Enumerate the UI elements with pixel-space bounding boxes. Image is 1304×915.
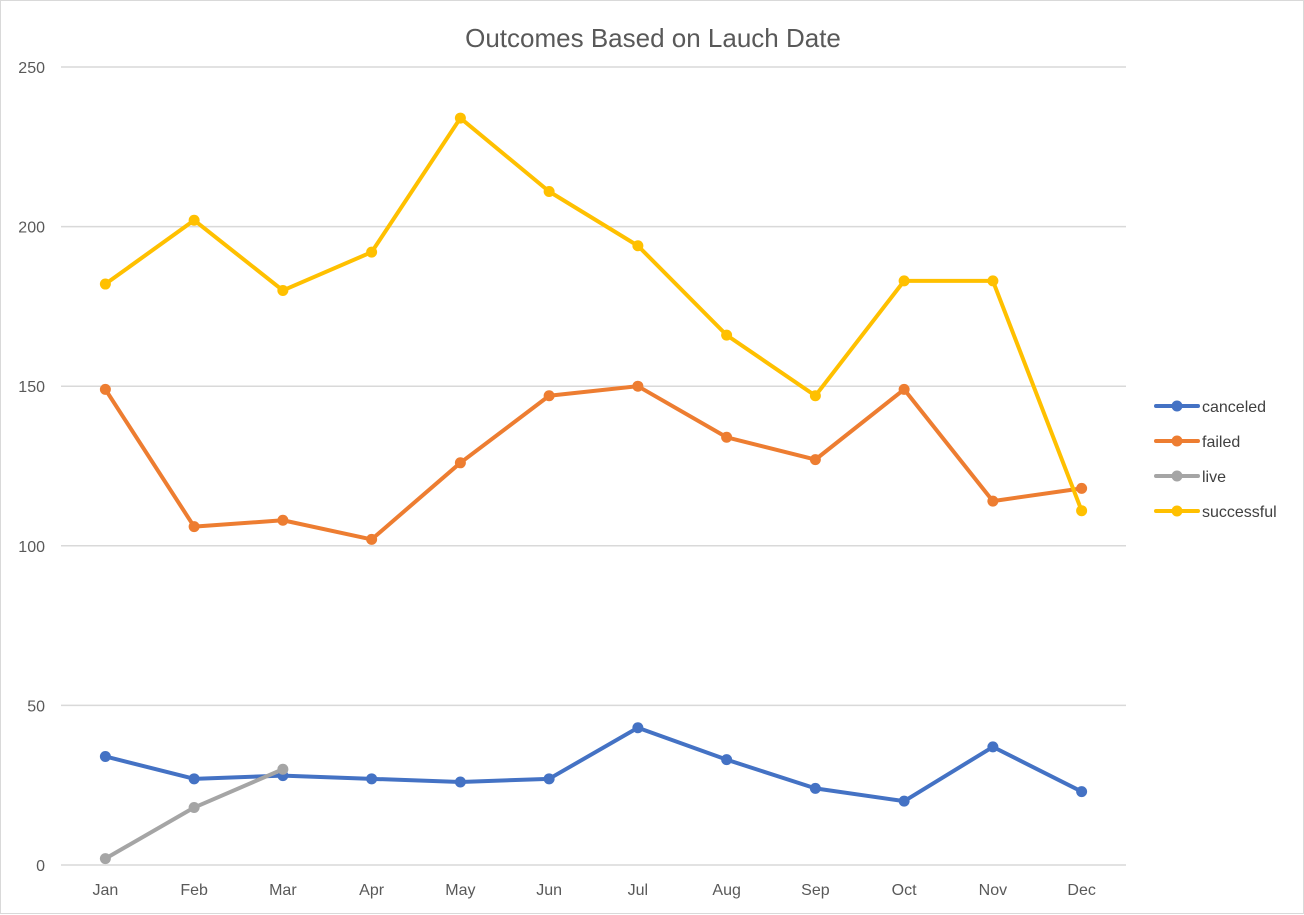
y-tick-label: 200: [18, 220, 45, 237]
data-point-failed: [188, 521, 200, 533]
data-point-canceled: [99, 750, 111, 762]
legend-marker: [1171, 435, 1183, 447]
series-line-successful: [103, 116, 1084, 513]
x-tick-label: Dec: [1067, 882, 1095, 899]
legend-marker: [1171, 400, 1183, 412]
data-point-successful: [543, 185, 555, 197]
data-point-failed: [898, 383, 910, 395]
data-point-failed: [454, 457, 466, 469]
data-point-successful: [809, 390, 821, 402]
data-point-canceled: [366, 773, 378, 785]
x-tick-label: Sep: [801, 882, 830, 899]
series-live: [99, 763, 289, 865]
x-tick-label: Jun: [536, 882, 562, 899]
gridlines: [61, 66, 1126, 866]
legend-marker: [1171, 505, 1183, 517]
series-successful: [99, 112, 1088, 517]
y-tick-label: 50: [27, 698, 45, 715]
legend-label: successful: [1202, 504, 1277, 521]
data-point-successful: [1076, 505, 1088, 517]
x-tick-label: Jan: [92, 882, 118, 899]
data-point-successful: [632, 240, 644, 252]
series-line-canceled: [103, 725, 1084, 804]
data-point-canceled: [898, 795, 910, 807]
data-point-failed: [543, 390, 555, 402]
data-point-failed: [99, 383, 111, 395]
legend: canceled failed live successful: [1154, 399, 1277, 521]
data-point-failed: [366, 533, 378, 545]
data-point-canceled: [721, 754, 733, 766]
y-axis-tick-labels: 0 50 100 150 200 250: [18, 60, 45, 875]
data-point-live: [188, 802, 200, 814]
legend-item-failed: failed: [1154, 434, 1240, 451]
data-point-failed: [632, 380, 644, 392]
data-point-successful: [898, 275, 910, 287]
data-point-live: [277, 763, 289, 775]
data-point-failed: [809, 454, 821, 466]
y-tick-label: 100: [18, 539, 45, 556]
data-point-successful: [277, 284, 289, 296]
y-tick-label: 0: [36, 858, 45, 875]
data-point-live: [99, 853, 111, 865]
x-tick-label: May: [445, 882, 475, 899]
legend-label: failed: [1202, 434, 1240, 451]
data-point-failed: [987, 495, 999, 507]
data-point-canceled: [1076, 786, 1088, 798]
data-point-successful: [987, 275, 999, 287]
x-tick-label: Feb: [180, 882, 208, 899]
series-line-failed: [103, 384, 1084, 542]
chart-title: Outcomes Based on Lauch Date: [465, 23, 841, 53]
x-tick-label: Jul: [628, 882, 648, 899]
data-point-canceled: [454, 776, 466, 788]
data-point-canceled: [987, 741, 999, 753]
legend-item-canceled: canceled: [1154, 399, 1266, 416]
x-tick-label: Nov: [979, 882, 1007, 899]
legend-marker: [1171, 470, 1183, 482]
data-point-canceled: [809, 782, 821, 794]
series-lines: [99, 112, 1088, 865]
x-tick-label: Apr: [359, 882, 385, 899]
data-point-successful: [721, 329, 733, 341]
y-tick-label: 150: [18, 379, 45, 396]
x-tick-label: Mar: [269, 882, 297, 899]
legend-item-live: live: [1154, 469, 1226, 486]
data-point-successful: [366, 246, 378, 258]
series-canceled: [99, 722, 1088, 807]
x-axis-tick-labels: Jan Feb Mar Apr May Jun Jul Aug Sep Oct Nov Dec: [92, 882, 1095, 899]
data-point-failed: [721, 431, 733, 443]
x-tick-label: Oct: [892, 882, 917, 899]
data-point-successful: [188, 214, 200, 226]
data-point-successful: [454, 112, 466, 124]
x-tick-label: Aug: [712, 882, 740, 899]
legend-label: live: [1202, 469, 1226, 486]
data-point-failed: [277, 514, 289, 526]
legend-label: canceled: [1202, 399, 1266, 416]
legend-item-successful: successful: [1154, 504, 1277, 521]
y-tick-label: 250: [18, 60, 45, 77]
data-point-successful: [99, 278, 111, 290]
data-point-canceled: [188, 773, 200, 785]
series-failed: [99, 380, 1088, 545]
data-point-failed: [1076, 482, 1088, 494]
data-point-canceled: [632, 722, 644, 734]
data-point-canceled: [543, 773, 555, 785]
